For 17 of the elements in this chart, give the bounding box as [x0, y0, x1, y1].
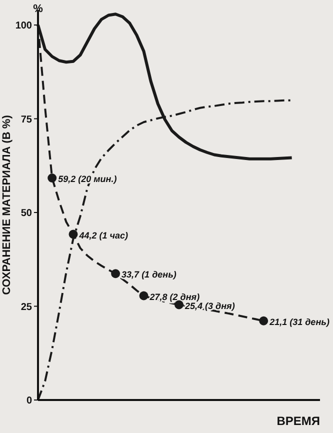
y-tick-label: 75 [20, 114, 32, 126]
point [259, 316, 268, 326]
data-label: 33,7 (1 день) [122, 270, 176, 280]
y-axis-title: СОХРАНЕНИЕ МАТЕРИАЛА (В %) [0, 114, 13, 295]
x-axis-title: ВРЕМЯ [276, 414, 320, 428]
y-tick-label: 0 [26, 396, 32, 407]
point [48, 174, 57, 182]
data-label: 44,2 (1 час) [78, 230, 128, 240]
annotation: % [33, 3, 44, 15]
y-tick-label: 50 [20, 208, 32, 220]
point [139, 291, 148, 300]
y-tick-label: 25 [20, 302, 32, 313]
point [111, 269, 120, 278]
data-label: 21,1 (31 день) [268, 316, 330, 327]
point [68, 230, 78, 239]
y-tick-label: 100 [15, 20, 32, 32]
data-label: 27,8 (2 дня) [148, 292, 200, 302]
